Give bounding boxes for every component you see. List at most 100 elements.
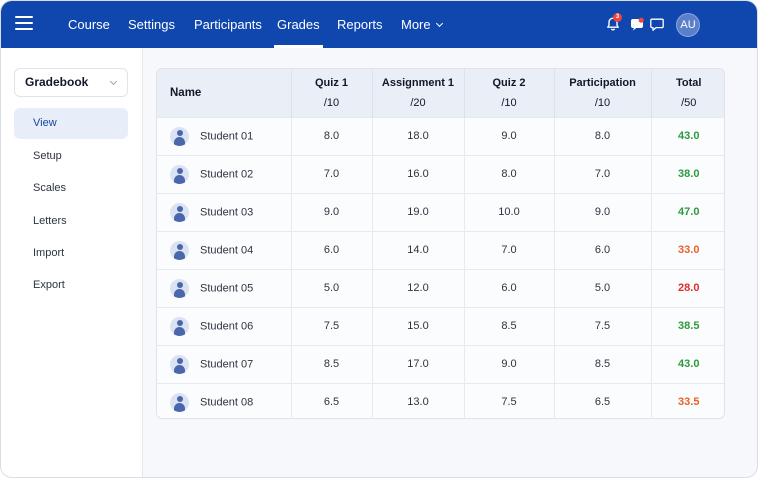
table-row[interactable]: Student 03 9.0 19.0 10.0 9.0 47.0: [157, 193, 724, 231]
total-grade: 47.0: [678, 206, 700, 218]
quiz-1-grade[interactable]: 6.5: [291, 383, 373, 418]
total-grade: 33.0: [678, 244, 700, 256]
participation-grade[interactable]: 7.5: [554, 307, 652, 345]
assignment-1-grade[interactable]: 16.0: [372, 155, 465, 193]
alerts-icon[interactable]: [629, 16, 645, 32]
student-name-cell[interactable]: Student 06: [157, 307, 292, 345]
total-grade: 38.5: [678, 320, 700, 332]
quiz-1-grade[interactable]: 8.5: [291, 345, 373, 383]
quiz-1-grade[interactable]: 9.0: [291, 193, 373, 231]
sidebar-item-setup[interactable]: Setup: [33, 150, 62, 162]
quiz-1-grade[interactable]: 6.0: [291, 231, 373, 269]
column-header-quiz-1[interactable]: Quiz 1/10: [291, 69, 373, 117]
column-header-total[interactable]: Total/50: [651, 69, 724, 117]
quiz-2-grade[interactable]: 8.5: [464, 307, 555, 345]
student-name: Student 04: [200, 244, 254, 256]
student-name: Student 05: [200, 282, 254, 294]
quiz-1-grade[interactable]: 8.0: [291, 117, 373, 155]
column-title: Assignment 1: [381, 76, 455, 89]
student-name-cell[interactable]: Student 07: [157, 345, 292, 383]
message-icon[interactable]: [649, 16, 665, 32]
table-row[interactable]: Student 02 7.0 16.0 8.0 7.0 38.0: [157, 155, 724, 193]
column-header-assignment-1[interactable]: Assignment 1/20: [372, 69, 465, 117]
quiz-2-grade[interactable]: 6.0: [464, 269, 555, 307]
sidebar-item-scales[interactable]: Scales: [33, 182, 67, 194]
quiz-2-grade[interactable]: 10.0: [464, 193, 555, 231]
assignment-1-grade[interactable]: 13.0: [372, 383, 465, 418]
assignment-1-grade[interactable]: 18.0: [372, 117, 465, 155]
student-name: Student 02: [200, 168, 254, 180]
student-name-cell[interactable]: Student 02: [157, 155, 292, 193]
column-max-points: /10: [501, 96, 517, 109]
participation-grade[interactable]: 8.5: [554, 345, 652, 383]
student-avatar-icon: [170, 392, 189, 412]
quiz-1-grade[interactable]: 5.0: [291, 269, 373, 307]
nav-more[interactable]: More: [401, 1, 443, 48]
table-row[interactable]: Student 07 8.5 17.0 9.0 8.5 43.0: [157, 345, 724, 383]
assignment-1-grade[interactable]: 19.0: [372, 193, 465, 231]
table-header-row: Name Quiz 1/10 Assignment 1/20 Quiz 2/10…: [157, 69, 724, 117]
nav-reports[interactable]: Reports: [337, 17, 383, 32]
table-row[interactable]: Student 05 5.0 12.0 6.0 5.0 28.0: [157, 269, 724, 307]
column-max-points: /20: [410, 96, 426, 109]
assignment-1-grade[interactable]: 17.0: [372, 345, 465, 383]
gradebook-select[interactable]: Gradebook: [14, 68, 128, 97]
nav-course[interactable]: Course: [68, 17, 110, 32]
total-grade: 38.0: [678, 168, 700, 180]
participation-grade[interactable]: 8.0: [554, 117, 652, 155]
sidebar-item-letters[interactable]: Letters: [33, 215, 67, 227]
student-name-cell[interactable]: Student 04: [157, 231, 292, 269]
table-row[interactable]: Student 06 7.5 15.0 8.5 7.5 38.5: [157, 307, 724, 345]
assignment-1-grade[interactable]: 14.0: [372, 231, 465, 269]
participation-grade[interactable]: 9.0: [554, 193, 652, 231]
column-max-points: /50: [681, 96, 697, 109]
student-name: Student 03: [200, 206, 254, 218]
quiz-2-grade[interactable]: 7.0: [464, 231, 555, 269]
student-name-cell[interactable]: Student 03: [157, 193, 292, 231]
nav-participants[interactable]: Participants: [194, 17, 262, 32]
sidebar-item-view[interactable]: View: [14, 108, 128, 139]
sidebar-item-export[interactable]: Export: [33, 279, 65, 291]
participation-grade[interactable]: 6.5: [554, 383, 652, 418]
column-header-name[interactable]: Name: [157, 69, 292, 117]
nav-settings[interactable]: Settings: [128, 17, 175, 32]
table-row[interactable]: Student 01 8.0 18.0 9.0 8.0 43.0: [157, 117, 724, 155]
student-name: Student 08: [200, 396, 254, 409]
student-name-cell[interactable]: Student 01: [157, 117, 292, 155]
student-name-cell[interactable]: Student 05: [157, 269, 292, 307]
quiz-2-grade[interactable]: 9.0: [464, 345, 555, 383]
top-navigation-bar: Course Settings Participants Grades Repo…: [1, 1, 757, 48]
column-title: Participation: [569, 76, 636, 89]
participation-grade[interactable]: 7.0: [554, 155, 652, 193]
total-grade: 43.0: [678, 358, 700, 370]
student-name: Student 01: [200, 130, 254, 142]
student-name: Student 06: [200, 320, 254, 332]
student-name-cell[interactable]: Student 08: [157, 383, 292, 418]
notification-count-badge: 3: [613, 13, 622, 22]
column-header-quiz-2[interactable]: Quiz 2/10: [464, 69, 555, 117]
table-row[interactable]: Student 04 6.0 14.0 7.0 6.0 33.0: [157, 231, 724, 269]
quiz-2-grade[interactable]: 9.0: [464, 117, 555, 155]
grades-table: Name Quiz 1/10 Assignment 1/20 Quiz 2/10…: [157, 69, 724, 418]
assignment-1-grade[interactable]: 15.0: [372, 307, 465, 345]
table-row[interactable]: Student 08 6.5 13.0 7.5 6.5 33.5: [157, 383, 724, 418]
quiz-2-grade[interactable]: 8.0: [464, 155, 555, 193]
student-avatar-icon: [170, 354, 189, 374]
sidebar-item-import[interactable]: Import: [33, 247, 65, 259]
quiz-1-grade[interactable]: 7.5: [291, 307, 373, 345]
participation-grade[interactable]: 6.0: [554, 231, 652, 269]
quiz-2-grade[interactable]: 7.5: [464, 383, 555, 418]
participation-grade[interactable]: 5.0: [554, 269, 652, 307]
hamburger-menu-icon[interactable]: [15, 16, 33, 30]
quiz-1-grade[interactable]: 7.0: [291, 155, 373, 193]
total-grade: 33.5: [678, 396, 700, 409]
student-avatar-icon: [170, 126, 189, 146]
student-avatar-icon: [170, 240, 189, 260]
user-avatar[interactable]: AU: [676, 13, 700, 37]
column-header-participation[interactable]: Participation/10: [554, 69, 652, 117]
table-body: Student 01 8.0 18.0 9.0 8.0 43.0 Student 02 7.0…: [157, 117, 724, 418]
nav-grades[interactable]: Grades: [274, 1, 323, 48]
assignment-1-grade[interactable]: 12.0: [372, 269, 465, 307]
column-title: Total: [676, 76, 702, 89]
